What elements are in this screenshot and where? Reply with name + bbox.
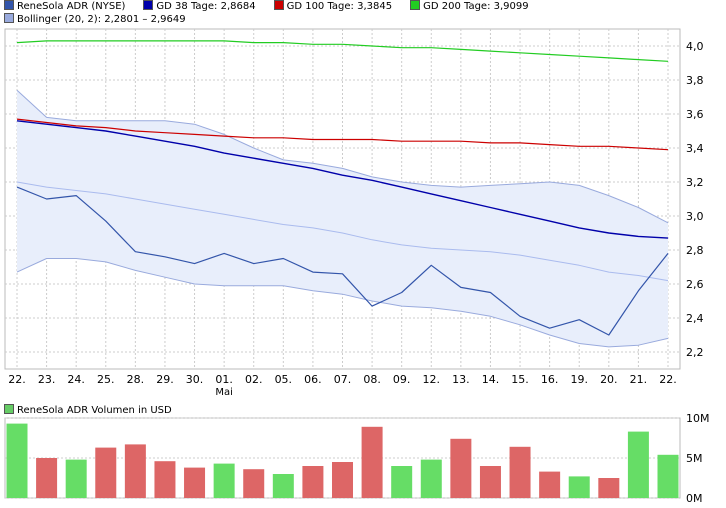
x-tick-label: 06.	[304, 373, 322, 386]
x-tick-label: 09.	[393, 373, 411, 386]
volume-bar	[539, 471, 561, 498]
legend-label-volume: ReneSola ADR Volumen in USD	[17, 405, 172, 416]
y-tick-label: 3,6	[686, 108, 704, 121]
bollinger-lower-line	[16, 258, 669, 348]
legend-item-gd200: GD 200 Tage: 3,9099	[406, 0, 529, 13]
y-tick-label: 2,2	[686, 346, 704, 359]
volume-bar	[509, 446, 531, 498]
volume-bar	[568, 476, 590, 498]
volume-bar	[154, 461, 176, 498]
legend-swatch-gd100	[273, 0, 284, 10]
volume-bar	[391, 466, 413, 498]
volume-bar	[479, 466, 501, 498]
legend-swatch-bollinger	[4, 13, 14, 23]
volume-bar	[361, 426, 383, 498]
x-month-label: Mai	[215, 387, 233, 398]
volume-y-tick-label: 5M	[686, 452, 703, 465]
legend-swatch-price	[4, 0, 14, 10]
volume-y-tick-label: 10M	[686, 412, 710, 425]
x-tick-label: 05.	[275, 373, 293, 386]
legend-label-gd38: GD 38 Tage: 2,8684	[156, 1, 256, 12]
x-tick-label: 07.	[334, 373, 352, 386]
x-tick-label: 08.	[363, 373, 381, 386]
x-tick-label: 13.	[452, 373, 470, 386]
x-tick-label: 22.	[8, 373, 26, 386]
volume-bar	[6, 423, 28, 498]
legend-swatch-gd38	[143, 0, 154, 10]
y-tick-label: 2,6	[686, 278, 704, 291]
volume-bar	[657, 454, 679, 498]
gd200-line	[16, 40, 669, 62]
legend-swatch-volume	[4, 404, 14, 414]
y-tick-label: 3,0	[686, 210, 704, 223]
legend-item-gd100: GD 100 Tage: 3,3845	[270, 0, 393, 13]
volume-bar	[332, 462, 353, 498]
x-tick-label: 20.	[600, 373, 618, 386]
x-tick-label: 21.	[630, 373, 648, 386]
legend-item-bollinger: Bollinger (20, 2): 2,2801 – 2,9649	[0, 13, 186, 26]
x-tick-label: 02.	[245, 373, 263, 386]
volume-legend: ReneSola ADR Volumen in USD	[0, 404, 186, 417]
x-tick-label: 22.	[659, 373, 677, 386]
volume-bar	[184, 467, 206, 498]
y-tick-label: 3,8	[686, 74, 704, 87]
x-tick-label: 14.	[482, 373, 500, 386]
main-legend: ReneSola ADR (NYSE) GD 38 Tage: 2,8684 GD …	[0, 0, 726, 26]
x-tick-label: 24.	[67, 373, 85, 386]
volume-bar	[65, 459, 87, 498]
y-tick-label: 3,4	[686, 142, 704, 155]
x-tick-label: 19.	[570, 373, 588, 386]
volume-bar	[272, 474, 294, 498]
legend-item-gd38: GD 38 Tage: 2,8684	[139, 0, 256, 13]
price-line	[16, 186, 669, 336]
x-tick-label: 15.	[511, 373, 529, 386]
x-tick-label: 25.	[97, 373, 115, 386]
legend-label-bollinger: Bollinger (20, 2): 2,2801 – 2,9649	[17, 14, 186, 25]
y-tick-label: 2,4	[686, 312, 704, 325]
y-tick-label: 4,0	[686, 40, 704, 53]
gd100-line	[16, 118, 669, 151]
volume-bar	[450, 438, 472, 498]
volume-y-tick-label: 0M	[686, 492, 703, 505]
bollinger-upper-line	[16, 89, 669, 224]
x-tick-label: 30.	[186, 373, 204, 386]
legend-swatch-gd200	[410, 0, 421, 10]
bollinger-band-fill	[17, 90, 668, 347]
volume-bar	[95, 447, 117, 498]
legend-item-volume: ReneSola ADR Volumen in USD	[0, 404, 172, 417]
volume-bar	[302, 466, 324, 498]
x-tick-label: 12.	[423, 373, 441, 386]
x-tick-label: 01.	[215, 373, 233, 386]
volume-bar	[213, 463, 235, 498]
x-tick-label: 28.	[127, 373, 145, 386]
legend-label-price: ReneSola ADR (NYSE)	[17, 1, 126, 12]
volume-bar	[598, 478, 620, 498]
x-tick-label: 16.	[541, 373, 559, 386]
volume-bar	[36, 458, 58, 498]
legend-label-gd100: GD 100 Tage: 3,3845	[286, 1, 393, 12]
volume-bar	[627, 431, 649, 498]
x-tick-label: 23.	[38, 373, 56, 386]
volume-bar	[124, 444, 146, 498]
y-tick-label: 2,8	[686, 244, 704, 257]
volume-bar	[420, 459, 442, 498]
bollinger-middle-line	[16, 181, 669, 282]
gd38-line	[16, 120, 669, 239]
legend-label-gd200: GD 200 Tage: 3,9099	[423, 1, 529, 12]
y-tick-label: 3,2	[686, 176, 704, 189]
legend-item-price: ReneSola ADR (NYSE)	[0, 0, 125, 13]
x-tick-label: 29.	[156, 373, 174, 386]
volume-bar	[243, 469, 265, 498]
